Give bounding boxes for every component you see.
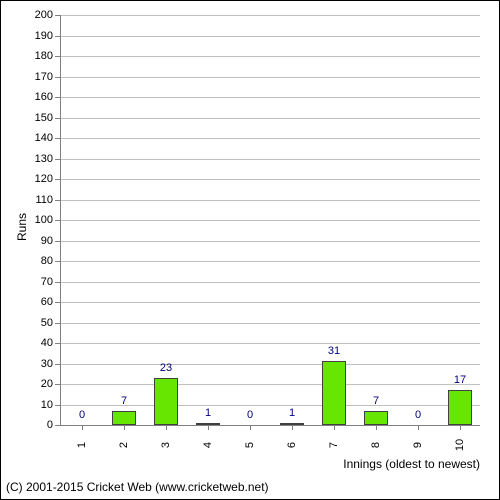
y-tick-label: 60 bbox=[23, 296, 53, 308]
x-axis bbox=[60, 425, 480, 426]
grid-line bbox=[60, 77, 480, 78]
bar-value-label: 0 bbox=[403, 409, 433, 421]
bar bbox=[322, 361, 346, 425]
x-tick bbox=[292, 425, 293, 430]
copyright-text: (C) 2001-2015 Cricket Web (www.cricketwe… bbox=[6, 480, 269, 494]
y-tick-label: 30 bbox=[23, 358, 53, 370]
x-tick-label: 7 bbox=[328, 435, 340, 455]
y-axis-title: Runs bbox=[15, 213, 29, 241]
x-axis-title: Innings (oldest to newest) bbox=[343, 457, 480, 471]
y-tick-label: 110 bbox=[23, 194, 53, 206]
bar bbox=[364, 411, 388, 425]
x-tick bbox=[166, 425, 167, 430]
x-tick bbox=[460, 425, 461, 430]
x-tick-label: 8 bbox=[370, 435, 382, 455]
y-tick-label: 130 bbox=[23, 153, 53, 165]
bar bbox=[112, 411, 136, 425]
x-tick bbox=[208, 425, 209, 430]
grid-line bbox=[60, 302, 480, 303]
x-tick-label: 3 bbox=[160, 435, 172, 455]
plot-area bbox=[60, 15, 480, 425]
y-tick-label: 40 bbox=[23, 337, 53, 349]
bar-value-label: 31 bbox=[319, 345, 349, 357]
y-tick-label: 20 bbox=[23, 378, 53, 390]
y-tick-label: 140 bbox=[23, 132, 53, 144]
grid-line bbox=[60, 241, 480, 242]
x-tick bbox=[82, 425, 83, 430]
grid-line bbox=[60, 56, 480, 57]
bar bbox=[154, 378, 178, 425]
bar-value-label: 1 bbox=[193, 407, 223, 419]
grid-line bbox=[60, 282, 480, 283]
bar-value-label: 23 bbox=[151, 362, 181, 374]
x-tick-label: 9 bbox=[412, 435, 424, 455]
x-tick-label: 1 bbox=[76, 435, 88, 455]
y-tick-label: 70 bbox=[23, 276, 53, 288]
grid-line bbox=[60, 36, 480, 37]
bar-value-label: 1 bbox=[277, 407, 307, 419]
y-axis bbox=[60, 15, 61, 425]
y-tick-label: 200 bbox=[23, 9, 53, 21]
x-tick-label: 5 bbox=[244, 435, 256, 455]
bar-value-label: 7 bbox=[109, 395, 139, 407]
grid-line bbox=[60, 384, 480, 385]
y-tick-label: 150 bbox=[23, 112, 53, 124]
y-tick-label: 10 bbox=[23, 399, 53, 411]
x-tick-label: 6 bbox=[286, 435, 298, 455]
grid-line bbox=[60, 97, 480, 98]
grid-line bbox=[60, 15, 480, 16]
grid-line bbox=[60, 200, 480, 201]
grid-line bbox=[60, 323, 480, 324]
y-tick-label: 170 bbox=[23, 71, 53, 83]
grid-line bbox=[60, 364, 480, 365]
y-tick-label: 180 bbox=[23, 50, 53, 62]
x-tick-label: 2 bbox=[118, 435, 130, 455]
grid-line bbox=[60, 138, 480, 139]
x-tick bbox=[334, 425, 335, 430]
x-tick-label: 10 bbox=[454, 435, 466, 455]
x-tick-label: 4 bbox=[202, 435, 214, 455]
y-tick-label: 120 bbox=[23, 173, 53, 185]
x-tick bbox=[376, 425, 377, 430]
grid-line bbox=[60, 343, 480, 344]
x-tick bbox=[124, 425, 125, 430]
grid-line bbox=[60, 159, 480, 160]
y-tick-label: 50 bbox=[23, 317, 53, 329]
y-tick-label: 0 bbox=[23, 419, 53, 431]
grid-line bbox=[60, 220, 480, 221]
bar-value-label: 0 bbox=[67, 409, 97, 421]
y-tick-label: 80 bbox=[23, 255, 53, 267]
chart-container: 0102030405060708090100110120130140150160… bbox=[0, 0, 500, 500]
y-tick-label: 160 bbox=[23, 91, 53, 103]
grid-line bbox=[60, 118, 480, 119]
bar-value-label: 7 bbox=[361, 395, 391, 407]
bar-value-label: 17 bbox=[445, 374, 475, 386]
x-tick bbox=[418, 425, 419, 430]
grid-line bbox=[60, 179, 480, 180]
bar-value-label: 0 bbox=[235, 409, 265, 421]
x-tick bbox=[250, 425, 251, 430]
y-tick-label: 190 bbox=[23, 30, 53, 42]
grid-line bbox=[60, 261, 480, 262]
bar bbox=[448, 390, 472, 425]
